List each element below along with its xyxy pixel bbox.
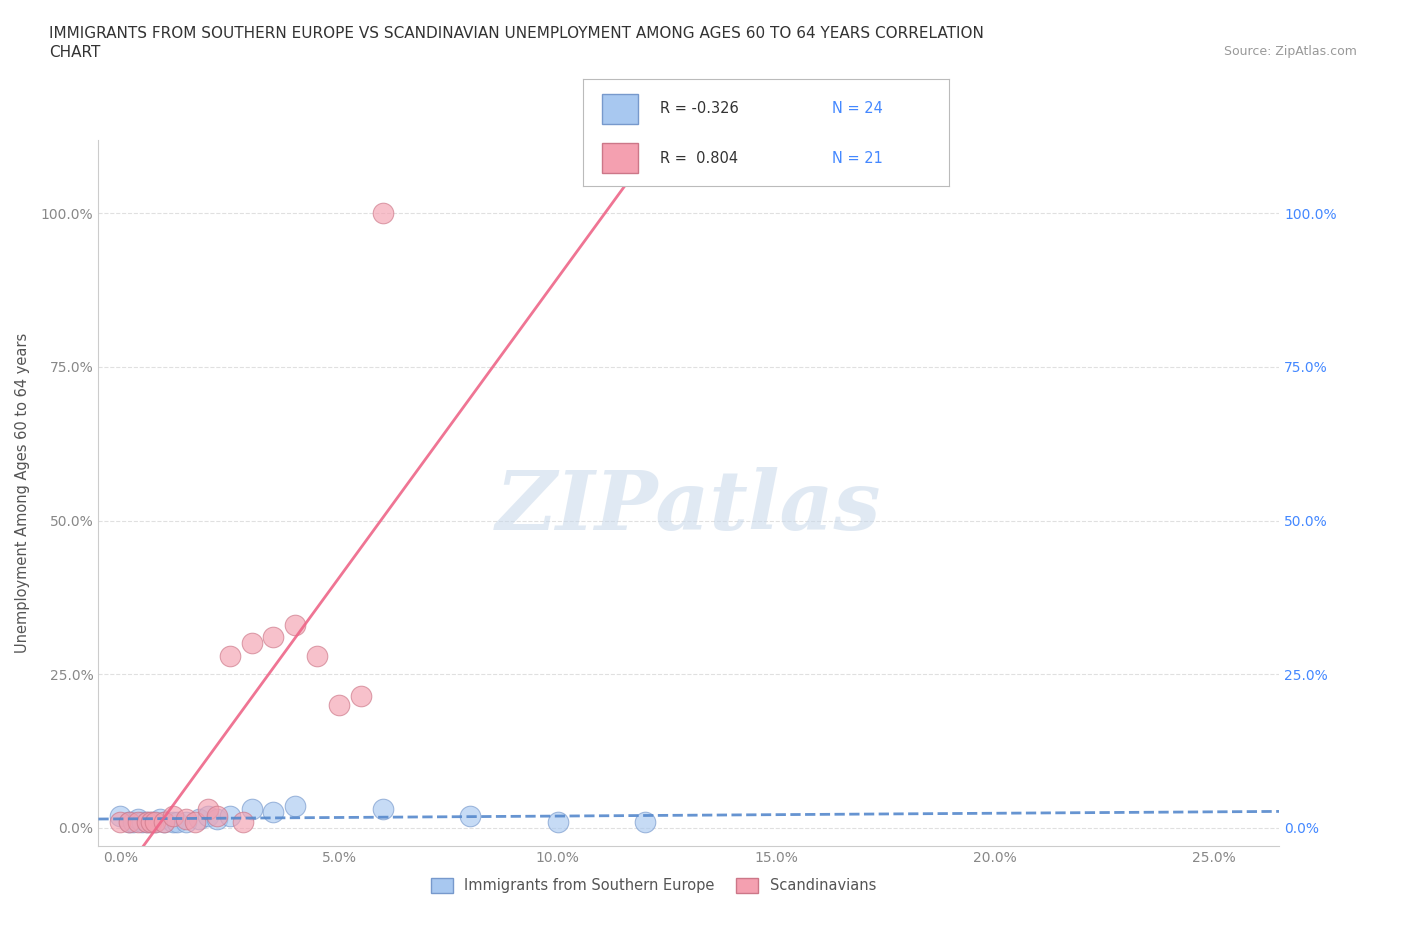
Point — [350, 688, 373, 703]
Point — [174, 811, 197, 826]
Point — [262, 805, 284, 820]
Point — [122, 815, 145, 830]
Point — [205, 811, 228, 826]
Bar — [602, 143, 638, 173]
Point — [110, 815, 132, 830]
Point — [135, 815, 157, 830]
Bar — [602, 94, 638, 124]
Point — [166, 815, 188, 830]
Point — [153, 815, 176, 830]
Point — [240, 636, 263, 651]
Point — [162, 815, 184, 830]
Point — [262, 630, 284, 644]
Text: ZIPatlas: ZIPatlas — [496, 467, 882, 547]
Point — [174, 815, 197, 830]
Point — [139, 815, 162, 830]
Point — [162, 808, 184, 823]
Point — [458, 808, 481, 823]
Point — [183, 815, 205, 830]
Point — [143, 815, 166, 830]
Point — [240, 802, 263, 817]
Point — [218, 808, 240, 823]
Point — [118, 815, 141, 830]
Point — [284, 799, 307, 814]
Point — [232, 815, 254, 830]
Point — [110, 808, 132, 823]
Text: R = -0.326: R = -0.326 — [661, 101, 740, 116]
Text: N = 24: N = 24 — [832, 101, 883, 116]
Point — [547, 815, 569, 830]
Y-axis label: Unemployment Among Ages 60 to 64 years: Unemployment Among Ages 60 to 64 years — [15, 333, 30, 653]
Point — [153, 815, 176, 830]
Point — [218, 648, 240, 663]
Legend: Immigrants from Southern Europe, Scandinavians: Immigrants from Southern Europe, Scandin… — [425, 872, 882, 899]
Point — [131, 815, 153, 830]
Text: R =  0.804: R = 0.804 — [661, 151, 738, 166]
Point — [118, 815, 141, 830]
Text: IMMIGRANTS FROM SOUTHERN EUROPE VS SCANDINAVIAN UNEMPLOYMENT AMONG AGES 60 TO 64: IMMIGRANTS FROM SOUTHERN EUROPE VS SCAND… — [49, 26, 984, 41]
Point — [371, 802, 394, 817]
Point — [197, 802, 219, 817]
Point — [127, 811, 149, 826]
Text: Source: ZipAtlas.com: Source: ZipAtlas.com — [1223, 45, 1357, 58]
Text: CHART: CHART — [49, 45, 101, 60]
Point — [188, 811, 211, 826]
Point — [149, 811, 172, 826]
Point — [205, 808, 228, 823]
Point — [127, 815, 149, 830]
Point — [139, 815, 162, 830]
Point — [307, 648, 329, 663]
Point — [135, 815, 157, 830]
Point — [328, 698, 350, 712]
Text: N = 21: N = 21 — [832, 151, 883, 166]
Point — [371, 206, 394, 220]
Point — [284, 618, 307, 632]
Point — [143, 815, 166, 830]
Point — [197, 808, 219, 823]
Point — [634, 815, 657, 830]
